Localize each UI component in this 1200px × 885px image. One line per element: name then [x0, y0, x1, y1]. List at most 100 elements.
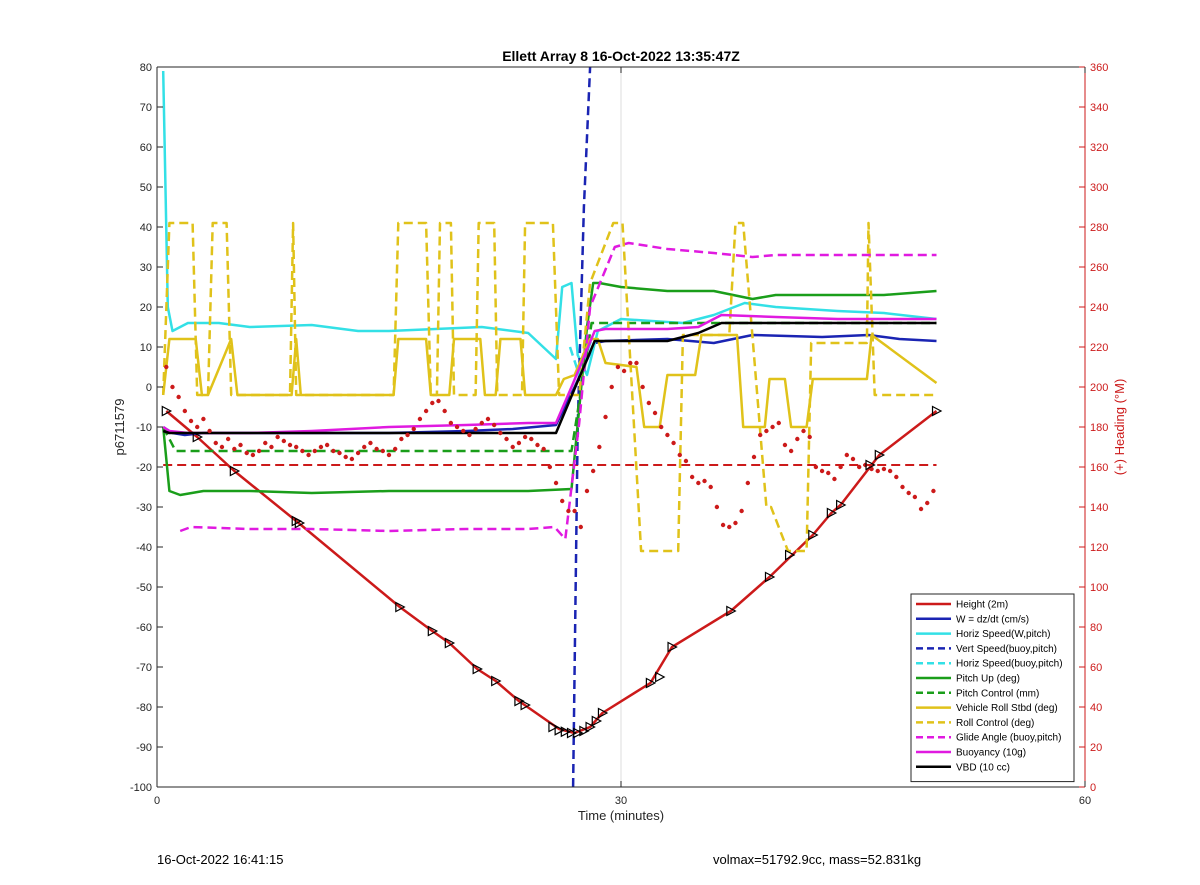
height-marker — [597, 707, 609, 719]
heading-point — [826, 470, 831, 476]
legend-label: Vehicle Roll Stbd (deg) — [956, 703, 1058, 714]
heading-point — [436, 398, 441, 404]
y-tick-label: 40 — [140, 222, 152, 234]
heading-point — [529, 436, 534, 442]
heading-point — [176, 394, 181, 400]
height-marker — [548, 721, 559, 733]
heading-point — [906, 490, 911, 496]
heading-point — [770, 424, 775, 430]
heading-point — [337, 450, 342, 456]
y2-tick-label: 100 — [1090, 582, 1108, 594]
heading-point — [442, 408, 447, 414]
y-tick-label: -50 — [136, 582, 152, 594]
x-axis-label: Time (minutes) — [578, 808, 664, 823]
heading-point — [250, 452, 256, 458]
heading-point — [473, 426, 478, 432]
heading-point — [659, 424, 664, 430]
heading-point — [479, 420, 484, 426]
y-tick-label: 60 — [140, 142, 152, 154]
height-marker — [726, 605, 737, 617]
heading-point — [423, 408, 429, 414]
legend-label: Horiz Speed(buoy,pitch) — [956, 659, 1063, 670]
legend-label: Glide Angle (buoy,pitch) — [956, 733, 1061, 744]
heading-point — [182, 408, 188, 414]
y2-tick-label: 200 — [1090, 382, 1108, 394]
heading-point — [597, 444, 602, 450]
heading-point — [219, 444, 225, 450]
height-marker — [764, 571, 776, 583]
y2-tick-label: 260 — [1090, 262, 1108, 274]
height-marker — [865, 459, 876, 471]
heading-point — [603, 414, 608, 420]
height-marker — [294, 517, 306, 529]
heading-point — [269, 444, 274, 450]
heading-point — [417, 416, 423, 422]
y-tick-label: -20 — [136, 462, 152, 474]
heading-point — [683, 458, 689, 464]
heading-point — [170, 384, 175, 390]
heading-point — [733, 520, 738, 526]
heading-point — [566, 508, 571, 514]
heading-point — [355, 450, 361, 456]
heading-point — [256, 448, 262, 454]
heading-point — [720, 522, 726, 528]
heading-point — [324, 442, 330, 448]
legend-label: Vert Speed(buoy,pitch) — [956, 644, 1057, 655]
heading-point — [696, 480, 701, 486]
height-marker — [645, 677, 657, 689]
y2-tick-label: 160 — [1090, 462, 1108, 474]
y2-tick-label: 0 — [1090, 782, 1096, 794]
heading-point — [590, 468, 596, 474]
heading-point — [931, 488, 936, 494]
heading-point — [689, 474, 695, 480]
y2-tick-label: 300 — [1090, 182, 1108, 194]
heading-point — [813, 464, 819, 470]
legend-label: Height (2m) — [956, 600, 1008, 611]
heading-point — [776, 420, 781, 426]
heading-point — [838, 464, 843, 470]
legend: Height (2m) W = dz/dt (cm/s) Horiz Speed(W… — [910, 593, 1075, 783]
y2-tick-label: 240 — [1090, 302, 1108, 314]
heading-point — [572, 508, 577, 514]
series-line-vbd-10-cc — [162, 321, 937, 435]
legend-label: VBD (10 cc) — [956, 762, 1010, 773]
heading-point — [918, 506, 924, 512]
heading-point — [584, 488, 590, 494]
heading-point — [708, 484, 713, 490]
heading-point — [164, 364, 169, 370]
heading-point — [510, 444, 515, 450]
heading-point — [300, 448, 305, 454]
heading-point — [887, 468, 893, 474]
legend-label: Buoyancy (10g) — [956, 748, 1026, 759]
heading-point — [900, 484, 905, 490]
heading-point — [807, 434, 812, 440]
y-tick-label: 50 — [140, 182, 152, 194]
heading-point — [343, 454, 348, 460]
heading-point — [349, 456, 355, 462]
heading-point — [362, 444, 367, 450]
y-tick-label: -30 — [136, 502, 152, 514]
y2-tick-label: 180 — [1090, 422, 1108, 434]
heading-point — [461, 428, 466, 434]
y-tick-label: 20 — [140, 302, 152, 314]
heading-point — [498, 430, 503, 436]
footer-vehicle-info: volmax=51792.9cc, mass=52.831kg — [713, 852, 922, 867]
x-tick-label: 30 — [615, 795, 627, 807]
y2-tick-label: 280 — [1090, 222, 1108, 234]
height-marker — [192, 431, 203, 443]
heading-point — [287, 442, 293, 448]
heading-point — [467, 432, 472, 438]
heading-point — [640, 384, 645, 390]
heading-point — [405, 432, 410, 438]
heading-point — [634, 360, 639, 366]
series-line-roll-control-deg — [161, 221, 937, 553]
height-marker — [826, 507, 838, 519]
height-marker — [573, 727, 584, 739]
heading-point — [225, 436, 231, 442]
heading-point — [281, 438, 287, 444]
height-marker — [836, 499, 847, 511]
heading-point — [516, 440, 522, 446]
y-tick-label: 80 — [140, 62, 152, 74]
heading-point — [560, 498, 565, 504]
heading-point — [485, 416, 491, 422]
